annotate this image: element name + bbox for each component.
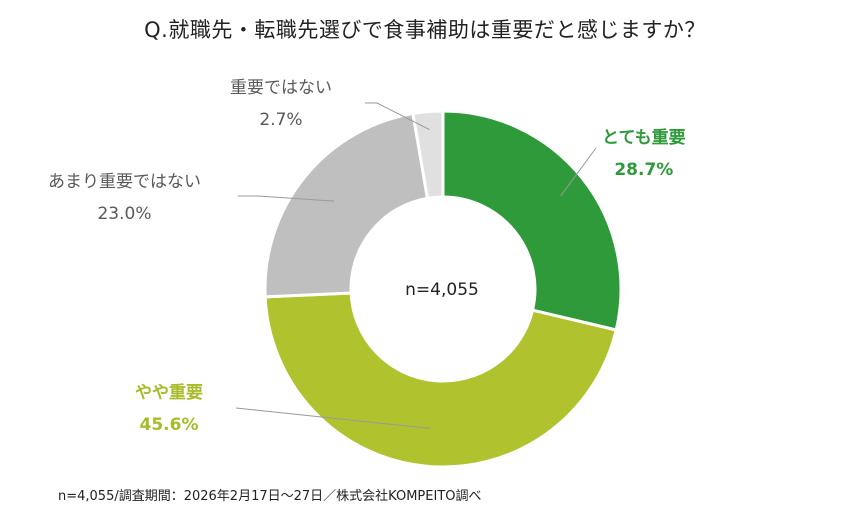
chart-title: Q.就職先・転職先選びで食事補助は重要だと感じますか？ xyxy=(144,18,706,42)
label-not-very-important-name: あまり重要ではない xyxy=(48,172,201,192)
label-not-important-value: 2.7% xyxy=(259,110,303,131)
label-very-important-value: 28.7% xyxy=(614,160,674,181)
label-very-important: とても重要 28.7% xyxy=(602,122,686,187)
label-not-important: 重要ではない 2.7% xyxy=(230,72,332,137)
footnote: n=4,055/調査期間：2026年2月17日〜27日／株式会社KOMPEITO… xyxy=(58,489,482,504)
slice-not-important xyxy=(411,109,445,201)
label-very-important-name: とても重要 xyxy=(602,128,686,148)
leader-line-not-very-important xyxy=(238,195,335,202)
label-somewhat-important-value: 45.6% xyxy=(139,415,199,436)
label-somewhat-important: やや重要 45.6% xyxy=(135,377,203,442)
leader-line-very-important xyxy=(560,147,597,197)
slice-somewhat-important xyxy=(263,291,619,469)
slice-not-very-important xyxy=(263,111,430,299)
sample-size-center-text: n=4,055 xyxy=(405,280,479,300)
label-somewhat-important-name: やや重要 xyxy=(135,383,203,403)
leader-line-not-important xyxy=(365,102,430,131)
slice-very-important xyxy=(441,109,623,332)
label-not-very-important: あまり重要ではない 23.0% xyxy=(48,166,201,231)
label-not-important-name: 重要ではない xyxy=(230,78,332,98)
leader-line-somewhat-important xyxy=(235,407,430,429)
label-not-very-important-value: 23.0% xyxy=(97,204,152,225)
